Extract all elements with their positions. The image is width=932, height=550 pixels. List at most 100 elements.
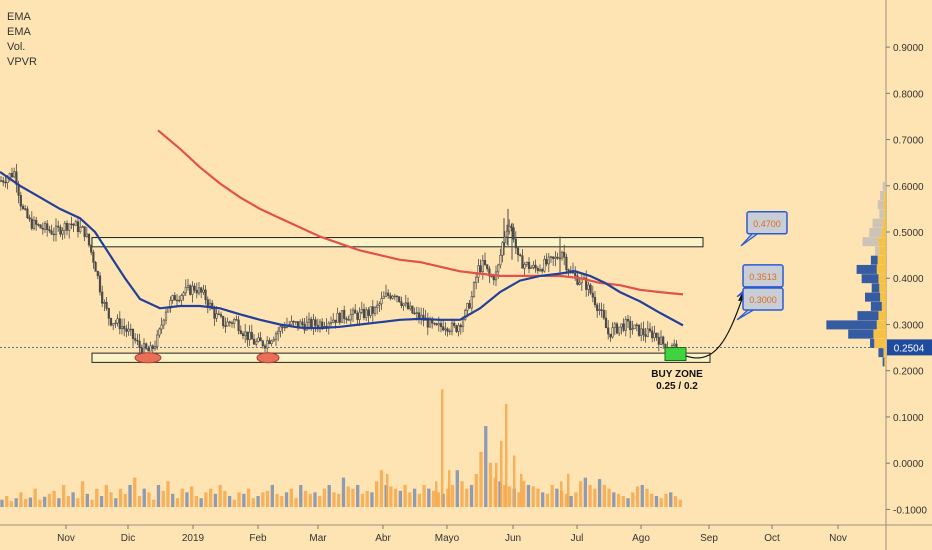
candle-body [620,323,623,328]
volume-bar [375,481,379,508]
legend-vpvr[interactable]: VPVR [7,56,37,68]
volume-bar [588,484,592,508]
volume-bar [569,496,573,508]
volume-bar [204,492,208,508]
candle-body [109,318,113,326]
volume-bar [541,492,545,508]
volume-bar [114,498,118,508]
volume-bar [412,488,417,508]
volume-bar [520,473,523,508]
candle-body [545,259,548,265]
candle-body [26,208,29,219]
candle-body [61,230,64,235]
volume-bar [5,496,9,508]
volume-bar [678,499,682,508]
vpvr-bar-up [883,200,886,210]
current-price-label: 0.2504 [894,343,925,354]
volume-bar [574,492,578,508]
vpvr-bar-up [877,255,886,265]
target-callout-0: 0.4700 [740,211,788,247]
volume-bar [500,440,503,508]
vpvr-bar-up [879,283,886,293]
y-tick-label: -0.1000 [893,505,927,516]
candle-body [206,299,209,307]
candle-body [611,327,614,338]
volume-bar [365,490,369,508]
volume-bar [95,488,99,508]
candle-body [395,295,399,298]
candle-body [290,320,293,325]
vpvr-bar-down [869,227,882,237]
candle-body [633,324,636,330]
candle-body [81,226,84,228]
volume-bar [567,473,570,508]
candle-body [224,325,227,327]
candle-body [68,223,71,231]
volume-bar [190,486,194,508]
volume-bar [626,498,630,508]
volume-bar [513,455,516,508]
candle-body [338,312,341,323]
volume-bar [408,492,412,508]
vpvr-bar-down [848,329,874,339]
support-touch-marker [134,352,162,364]
volume-bar [289,488,293,508]
volume-bar [318,496,322,508]
candle-body [13,171,16,178]
candle-body [587,284,590,290]
x-tick-label: Feb [249,533,267,544]
vpvr-bar-up [884,190,886,200]
candle-body [591,292,594,298]
candle-body [189,285,192,295]
candle-body [173,295,176,301]
candle-body [343,310,346,319]
vpvr-bar-down [879,209,885,219]
volume-bar [19,492,23,508]
candle-body [277,330,280,335]
volume-bar [427,488,431,508]
y-tick-label: 0.9000 [893,43,924,54]
candle-body [96,271,99,277]
candle-body [83,226,86,237]
candle-body [74,221,77,226]
candle-body [365,309,368,319]
volume-bar [28,497,33,508]
vpvr-bar-down [870,255,878,265]
legend-volume[interactable]: Vol. [7,41,26,53]
candle-body [464,310,467,320]
candle-body [598,309,601,311]
volume-bar [213,493,218,508]
candle-body [182,292,185,296]
volume-bar [85,493,89,508]
candle-body [596,304,599,311]
legend-ema-slow[interactable]: EMA [7,26,31,38]
candle-body [171,295,174,301]
candle-body [457,324,460,332]
candle-body [296,321,300,328]
volume-bar [218,484,222,508]
candle-body [0,180,3,182]
volume-bar [522,481,526,508]
volume-bar [612,492,616,508]
candle-body [213,308,216,319]
candle-body [336,312,339,323]
volume-bar [640,484,644,508]
volume-bar [280,496,284,508]
candle-body [310,318,313,328]
volume-bar [14,498,18,508]
candle-body [367,309,370,316]
volume-bar [597,479,602,508]
volume-bar [631,492,635,508]
candle-body [191,285,194,295]
legend-ema-fast[interactable]: EMA [7,11,31,23]
volume-bar [61,484,66,508]
callout-box [742,287,784,311]
candle-body [48,229,51,232]
candle-body [560,251,564,259]
candle-body [640,328,643,336]
candle-body [217,313,220,315]
candle-body [360,308,363,313]
volume-bar [498,481,502,508]
